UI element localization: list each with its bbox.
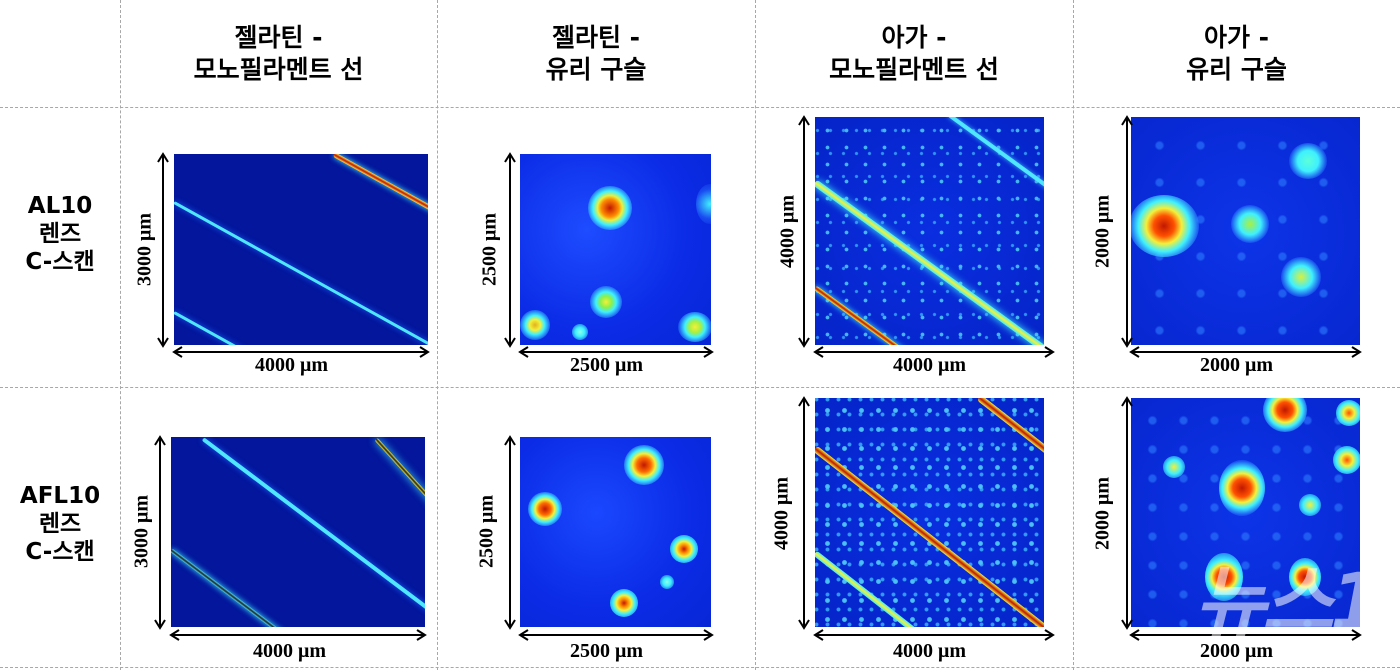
c-scan-image-afl10-gelatin-glass-bead bbox=[520, 437, 711, 627]
width-label: 2000 μm bbox=[1200, 640, 1273, 662]
width-arrow bbox=[813, 346, 1055, 358]
row-line: AFL10 bbox=[19, 483, 101, 509]
header-line: 젤라틴 - bbox=[234, 23, 323, 52]
width-label: 2000 μm bbox=[1200, 354, 1273, 376]
c-scan-image-al10-gelatin-monofilament bbox=[174, 154, 428, 345]
height-arrow bbox=[1121, 396, 1133, 630]
c-scan-image-afl10-agar-glass-bead bbox=[1131, 398, 1360, 627]
width-label: 2500 μm bbox=[570, 354, 643, 376]
header-line: 모노필라멘트 선 bbox=[829, 55, 999, 84]
column-header-gelatin-monofilament: 젤라틴 - 모노필라멘트 선 bbox=[120, 22, 437, 86]
height-label: 4000 μm bbox=[776, 195, 799, 268]
header-line: 유리 구슬 bbox=[545, 55, 647, 84]
column-header-agar-monofilament: 아가 - 모노필라멘트 선 bbox=[755, 22, 1073, 86]
height-label: 2000 μm bbox=[1091, 195, 1114, 268]
width-label: 4000 μm bbox=[893, 354, 966, 376]
grid-divider bbox=[0, 667, 1400, 668]
height-label: 2500 μm bbox=[475, 495, 498, 568]
column-header-agar-glass-bead: 아가 - 유리 구슬 bbox=[1073, 22, 1400, 86]
height-label: 2500 μm bbox=[478, 213, 501, 286]
c-scan-image-afl10-agar-monofilament bbox=[815, 398, 1044, 627]
height-arrow bbox=[504, 435, 516, 630]
width-arrow bbox=[813, 629, 1055, 641]
c-scan-image-al10-agar-monofilament bbox=[815, 117, 1044, 345]
height-label: 4000 μm bbox=[770, 477, 793, 550]
header-line: 아가 - bbox=[1203, 23, 1270, 52]
c-scan-image-al10-gelatin-glass-bead bbox=[520, 154, 711, 345]
row-line: 렌즈 bbox=[38, 511, 82, 537]
width-arrow bbox=[169, 629, 427, 641]
grid-divider bbox=[120, 0, 121, 670]
header-line: 젤라틴 - bbox=[551, 23, 641, 52]
height-arrow bbox=[798, 115, 810, 348]
width-arrow bbox=[518, 346, 714, 358]
width-label: 4000 μm bbox=[893, 640, 966, 662]
row-line: C-스캔 bbox=[25, 539, 95, 565]
grid-divider bbox=[0, 107, 1400, 108]
grid-divider bbox=[0, 387, 1400, 388]
width-arrow bbox=[1129, 346, 1362, 358]
height-label: 2000 μm bbox=[1091, 477, 1114, 550]
height-arrow bbox=[798, 396, 810, 630]
header-line: 모노필라멘트 선 bbox=[193, 55, 364, 84]
header-line: 아가 - bbox=[881, 23, 947, 52]
row-header-afl10: AFL10 렌즈 C-스캔 bbox=[0, 482, 120, 566]
height-label: 3000 μm bbox=[130, 495, 153, 568]
column-header-gelatin-glass-bead: 젤라틴 - 유리 구슬 bbox=[437, 22, 755, 86]
c-scan-image-afl10-gelatin-monofilament bbox=[171, 437, 425, 627]
header-line: 유리 구슬 bbox=[1186, 55, 1287, 84]
row-line: C-스캔 bbox=[25, 249, 95, 275]
width-label: 4000 μm bbox=[253, 640, 326, 662]
height-arrow bbox=[154, 435, 166, 630]
width-label: 2500 μm bbox=[570, 640, 643, 662]
width-arrow bbox=[1129, 629, 1362, 641]
height-label: 3000 μm bbox=[133, 213, 156, 286]
grid-divider bbox=[1073, 0, 1074, 670]
height-arrow bbox=[157, 152, 169, 348]
height-arrow bbox=[1121, 115, 1133, 348]
width-label: 4000 μm bbox=[255, 354, 328, 376]
grid-divider bbox=[755, 0, 756, 670]
row-line: 렌즈 bbox=[38, 221, 82, 247]
width-arrow bbox=[172, 346, 430, 358]
grid-divider bbox=[437, 0, 438, 670]
height-arrow bbox=[504, 152, 516, 348]
width-arrow bbox=[518, 629, 714, 641]
row-line: AL10 bbox=[27, 193, 93, 219]
c-scan-image-al10-agar-glass-bead bbox=[1131, 117, 1360, 345]
row-header-al10: AL10 렌즈 C-스캔 bbox=[0, 192, 120, 276]
